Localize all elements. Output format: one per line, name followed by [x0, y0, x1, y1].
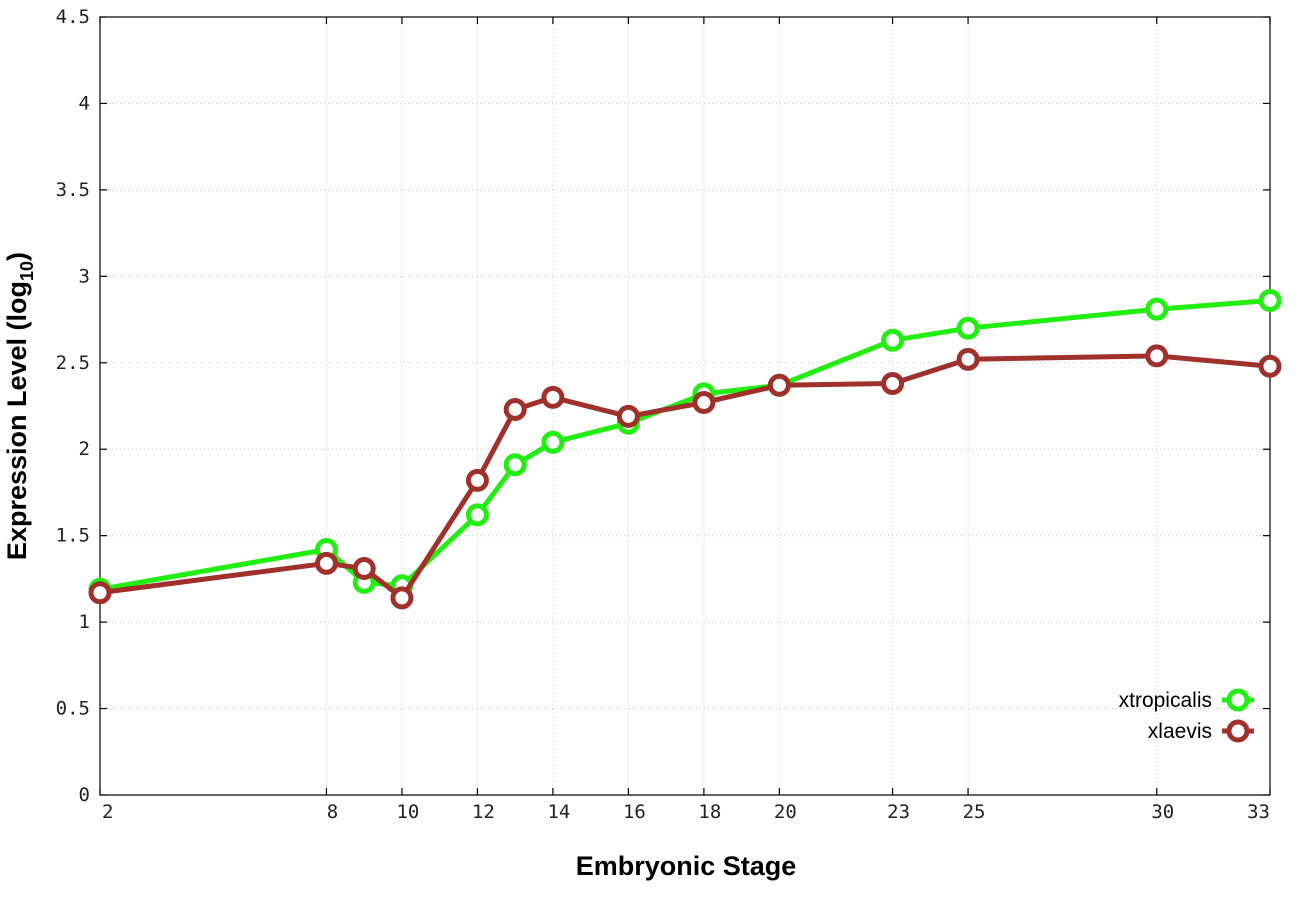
y-tick-label: 3 [79, 265, 90, 287]
x-tick-label: 8 [327, 801, 338, 823]
x-tick-label: 12 [472, 801, 495, 823]
x-tick-label: 18 [698, 801, 721, 823]
data-point-xtropicalis [465, 503, 489, 527]
y-tick-label: 4 [79, 92, 90, 114]
data-point-xtropicalis [1145, 297, 1169, 321]
data-point-xlaevis [465, 468, 489, 492]
data-point-xlaevis [88, 581, 112, 605]
data-point-xtropicalis [503, 453, 527, 477]
data-point-xlaevis [692, 391, 716, 415]
x-tick-label: 25 [963, 801, 986, 823]
legend: xtropicalis xlaevis [1119, 688, 1254, 743]
data-point-xlaevis [1145, 344, 1169, 368]
y-tick-label: 0 [79, 784, 90, 806]
legend-marker-xlaevis [1226, 719, 1250, 743]
series-line-xlaevis [99, 353, 1271, 601]
x-tick-label: 14 [547, 801, 570, 823]
x-tick-label: 30 [1151, 801, 1174, 823]
x-tick-label: 2 [102, 801, 113, 823]
y-axis-title: Expression Level (log10) [2, 252, 37, 560]
legend-label-xtropicalis: xtropicalis [1119, 689, 1212, 712]
x-tick-label: 16 [623, 801, 646, 823]
plot-frame [99, 16, 1271, 796]
y-tick-label: 1.5 [56, 525, 90, 547]
y-axis-title-close: ) [2, 252, 32, 261]
data-point-xlaevis [314, 551, 338, 575]
axis-ticks: 0 0.5 1 1.5 2 2.5 3 3.5 4 4.5 2 8 10 12 14 16 18 20 23 25 30… [56, 6, 1271, 823]
data-point-xtropicalis [956, 316, 980, 340]
legend-label-xlaevis: xlaevis [1148, 720, 1212, 743]
series-line-xtropicalis [99, 298, 1271, 592]
data-point-xtropicalis [881, 328, 905, 352]
y-tick-label: 0.5 [56, 698, 90, 720]
data-point-xlaevis [881, 372, 905, 396]
data-point-xlaevis [1258, 354, 1282, 378]
data-point-xlaevis [390, 586, 414, 610]
y-tick-label: 1 [79, 611, 90, 633]
data-point-xlaevis [956, 347, 980, 371]
data-point-xtropicalis [1258, 289, 1282, 313]
x-tick-label: 10 [396, 801, 419, 823]
y-tick-label: 4.5 [56, 6, 90, 28]
x-tick-label: 23 [887, 801, 910, 823]
y-axis-title-subscript: 10 [17, 261, 37, 281]
y-tick-label: 2.5 [56, 352, 90, 374]
x-tick-label: 20 [774, 801, 797, 823]
y-tick-label: 3.5 [56, 179, 90, 201]
data-point-xlaevis [616, 404, 640, 428]
data-point-xlaevis [352, 557, 376, 581]
y-tick-label: 2 [79, 438, 90, 460]
series-lines [88, 289, 1282, 610]
data-point-xlaevis [767, 373, 791, 397]
legend-marker-xtropicalis [1226, 688, 1250, 712]
data-point-xlaevis [541, 385, 565, 409]
y-axis-title-main: Expression Level (log [2, 281, 32, 560]
x-axis-title: Embryonic Stage [576, 851, 797, 881]
data-point-xtropicalis [541, 430, 565, 454]
x-tick-label: 33 [1247, 801, 1270, 823]
data-point-xlaevis [503, 397, 527, 421]
